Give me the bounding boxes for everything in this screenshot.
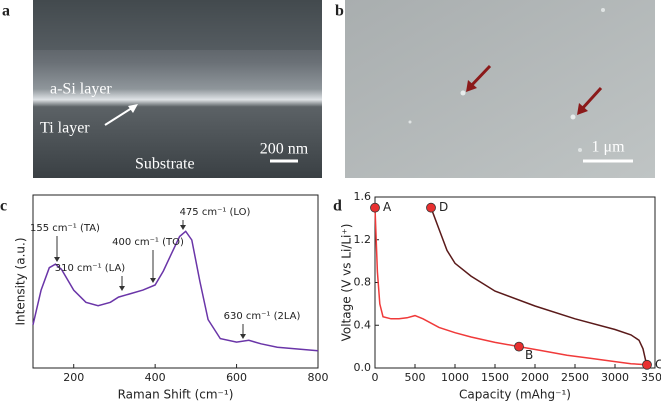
state-point <box>370 202 380 213</box>
arrow-head <box>54 257 60 262</box>
arrow <box>104 105 136 126</box>
arrow-head <box>240 334 246 339</box>
layer-label: Ti layer <box>40 120 90 137</box>
panel-label: a <box>2 3 10 20</box>
x-tick-label: 500 <box>405 371 426 384</box>
x-axis-label: Capacity (mAhg⁻¹) <box>459 388 571 402</box>
point-label: B <box>525 348 533 362</box>
peak-annotation: 155 cm⁻¹ (TA) <box>30 223 100 234</box>
state-point <box>514 341 524 352</box>
peak-annotation: 310 cm⁻¹ (LA) <box>55 263 126 274</box>
image-shade <box>33 0 322 50</box>
x-tick-label: 600 <box>226 371 247 384</box>
arrow-head <box>119 286 125 291</box>
peak-annotation: 630 cm⁻¹ (2LA) <box>224 311 301 322</box>
y-tick-label: 0.8 <box>354 276 372 289</box>
x-tick-label: 2500 <box>561 371 589 384</box>
substrate-label: Substrate <box>135 156 195 173</box>
x-tick-label: 3000 <box>601 371 629 384</box>
x-axis-label: Raman Shift (cm⁻¹) <box>118 388 234 402</box>
particle <box>408 120 412 124</box>
y-tick-label: 1.2 <box>354 233 372 246</box>
scale-label: 1 μm <box>591 139 625 156</box>
x-tick-label: 400 <box>145 371 166 384</box>
x-tick-label: 200 <box>63 371 84 384</box>
point-label: C <box>655 357 661 371</box>
y-tick-label: 0.0 <box>354 361 372 374</box>
scale-label: 200 nm <box>260 141 309 158</box>
point-label: D <box>439 200 448 214</box>
state-point <box>642 359 652 370</box>
y-tick-label: 1.6 <box>354 190 372 203</box>
y-axis-label: Voltage (V vs Li/Li⁺) <box>340 224 354 342</box>
particle <box>578 148 582 152</box>
layer-label: a-Si layer <box>50 81 112 98</box>
particle <box>601 8 605 12</box>
x-tick-label: 1500 <box>481 371 509 384</box>
particle <box>570 114 576 120</box>
arrow <box>468 64 492 89</box>
y-axis-label: Intensity (a.u.) <box>14 238 28 326</box>
series-line <box>430 207 648 366</box>
particle <box>460 90 466 96</box>
arrow <box>579 86 603 112</box>
peak-annotation: 475 cm⁻¹ (LO) <box>180 207 251 218</box>
series-line <box>32 230 319 352</box>
x-tick-label: 0 <box>372 371 379 384</box>
arrow-head <box>466 80 477 92</box>
plot-frame <box>32 194 319 369</box>
panel-label: b <box>335 3 344 20</box>
arrow-head <box>577 103 588 115</box>
panel-label: d <box>333 198 342 215</box>
x-tick-label: 2000 <box>521 371 549 384</box>
x-tick-label: 1000 <box>441 371 469 384</box>
y-tick-label: 0.4 <box>354 318 372 331</box>
sem-image-b <box>345 0 655 178</box>
panel-label: c <box>0 198 7 215</box>
plot-frame <box>374 196 656 369</box>
arrow-head <box>128 104 138 113</box>
x-tick-label: 800 <box>308 371 329 384</box>
arrow-head <box>150 278 156 283</box>
arrow-head <box>180 225 186 230</box>
point-label: A <box>383 200 392 214</box>
peak-annotation: 400 cm⁻¹ (TO) <box>112 237 184 248</box>
series-line <box>374 207 648 366</box>
state-point <box>426 202 436 213</box>
